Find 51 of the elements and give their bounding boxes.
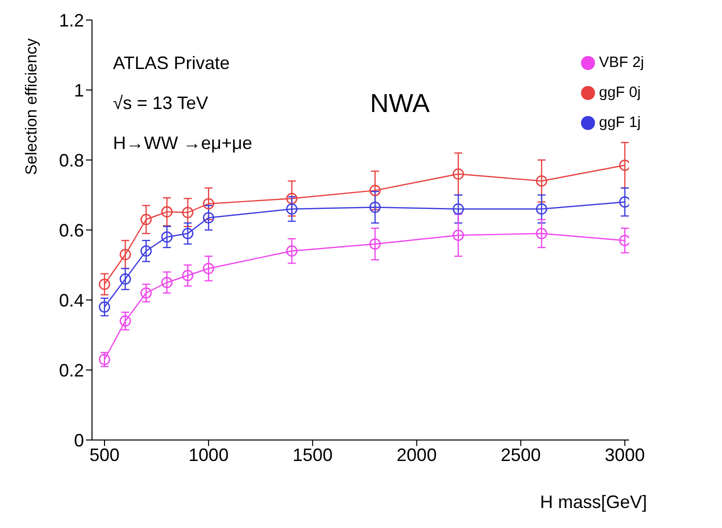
point (140, 214, 152, 226)
y-tick-label: 1 (74, 80, 84, 100)
point (182, 206, 194, 218)
point (120, 315, 131, 327)
point (286, 192, 298, 204)
point (202, 198, 214, 210)
x-tick-label: 1000 (188, 444, 229, 465)
y-tick-label: 0.2 (58, 360, 84, 380)
point (452, 230, 464, 241)
point (140, 287, 152, 299)
y-axis-title: Selection efficiency (23, 38, 40, 175)
annotation: √s = 13 TeV (113, 93, 208, 114)
point (536, 203, 548, 215)
y-tick-label: 0.4 (58, 290, 84, 310)
point (452, 168, 464, 180)
x-tick-label: 2000 (396, 444, 437, 465)
y-tick-label: 0.8 (58, 150, 84, 170)
point (369, 184, 381, 196)
x-tick-label: 500 (89, 444, 120, 465)
x-axis-title: H mass[GeV] (540, 492, 647, 512)
point (286, 203, 298, 215)
annotation: ATLAS Private (113, 53, 230, 74)
point (120, 273, 131, 285)
point (369, 202, 381, 213)
point (120, 248, 131, 260)
point (202, 262, 214, 274)
point (182, 270, 194, 282)
y-tick-label: 0 (74, 430, 84, 450)
annotation: NWA (370, 88, 430, 119)
y-tick-label: 1.2 (58, 10, 84, 30)
legend-label: ggF 0j (598, 84, 641, 101)
point (182, 228, 194, 240)
point (202, 212, 214, 224)
point (98, 301, 110, 313)
x-tick-label: 1500 (292, 444, 333, 465)
point (98, 278, 110, 290)
legend-label: ggF 1j (598, 114, 641, 131)
legend-label: VBF 2j (598, 54, 644, 71)
point (161, 231, 173, 243)
point (286, 245, 298, 257)
x-tick-label: 3000 (604, 444, 645, 465)
annotation: H→WW →eμ+μe (113, 133, 252, 154)
point (161, 276, 173, 288)
x-tick-label: 2500 (500, 444, 541, 465)
point (369, 238, 381, 250)
y-tick-label: 0.6 (58, 220, 84, 240)
point (536, 175, 548, 187)
point (536, 228, 548, 240)
point (452, 203, 464, 215)
point (140, 245, 152, 257)
point (161, 206, 173, 218)
